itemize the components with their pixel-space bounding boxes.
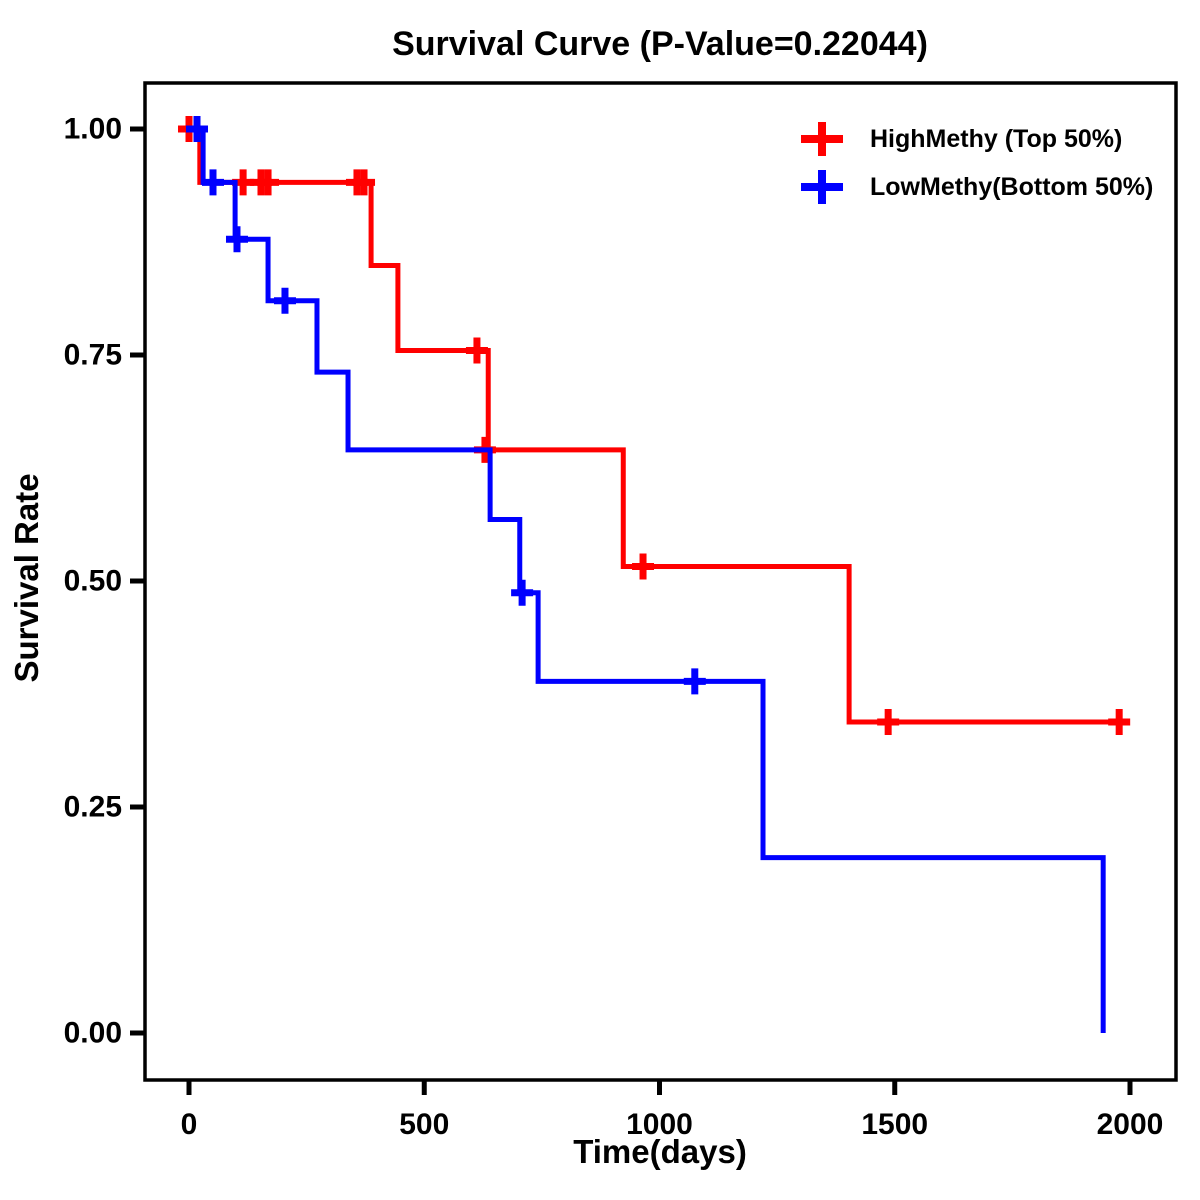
y-tick-label: 0.50 [64, 565, 122, 598]
chart-title: Survival Curve (P-Value=0.22044) [392, 25, 928, 63]
legend-label-highmethy: HighMethy (Top 50%) [870, 125, 1122, 153]
y-tick-label: 1.00 [64, 113, 122, 146]
legend-item-lowmethy: LowMethy(Bottom 50%) [801, 170, 1153, 204]
y-tick-label: 0.75 [64, 339, 122, 372]
lowmethy-plus-icon [801, 170, 843, 204]
x-tick-label: 1500 [861, 1108, 928, 1141]
y-tick-label: 0.25 [64, 791, 122, 824]
y-tick-label: 0.00 [64, 1017, 122, 1050]
censor-mark-highmethy [1108, 709, 1131, 736]
censor-mark-lowmethy [511, 579, 534, 606]
plot-panel-border [143, 81, 1178, 1082]
highmethy-plus-icon [801, 122, 843, 156]
legend: HighMethy (Top 50%) LowMethy(Bottom 50%) [801, 122, 1153, 204]
legend-item-highmethy: HighMethy (Top 50%) [801, 122, 1122, 156]
km-curve-highmethy [189, 126, 1126, 725]
censor-mark-lowmethy [273, 287, 296, 314]
y-axis: 1.00 0.75 0.50 0.25 0.00 [64, 113, 145, 1050]
censor-mark-lowmethy [225, 226, 248, 253]
censor-mark-lowmethy [201, 169, 224, 196]
x-tick-label: 1000 [626, 1108, 693, 1141]
x-tick-label: 2000 [1097, 1108, 1164, 1141]
x-tick-label: 500 [399, 1108, 449, 1141]
censor-mark-highmethy [353, 169, 376, 196]
censor-mark-lowmethy [185, 116, 208, 142]
censor-mark-highmethy [877, 709, 900, 736]
censor-mark-lowmethy [683, 668, 706, 695]
km-curve-lowmethy [189, 126, 1106, 1033]
x-axis-title: Time(days) [573, 1133, 747, 1170]
censor-mark-highmethy [257, 169, 280, 196]
x-tick-label: 0 [181, 1108, 198, 1141]
censor-mark-highmethy [465, 337, 488, 364]
x-axis: 0 500 1000 1500 2000 [181, 1080, 1164, 1141]
censor-mark-highmethy [632, 553, 655, 580]
legend-label-lowmethy: LowMethy(Bottom 50%) [870, 173, 1153, 201]
km-curves-layer [178, 116, 1131, 1033]
y-axis-title: Survival Rate [8, 473, 45, 682]
